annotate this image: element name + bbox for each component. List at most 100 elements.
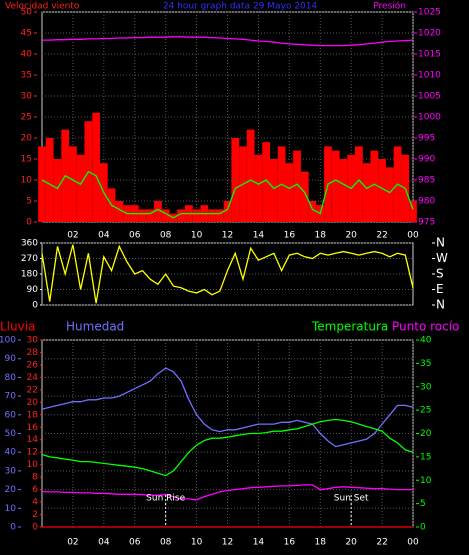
- x-tick-label: 08: [160, 538, 172, 548]
- y-tick-label: 15: [21, 155, 32, 165]
- y2-tick-label: 1005: [418, 92, 441, 102]
- y2-tick-label: 1025: [418, 8, 441, 18]
- y-tick-label: 270: [21, 254, 38, 264]
- y-tick-label: 90: [27, 285, 39, 295]
- y2-axis-label: Presión: [373, 1, 406, 12]
- series-line: [41, 418, 414, 477]
- y3-tick-label: 10: [27, 460, 39, 470]
- y3-tick-label: 0: [32, 523, 38, 533]
- x-tick-label: 22: [376, 231, 387, 241]
- y-tick-label: 25: [21, 113, 32, 123]
- y-tick-label: 50: [21, 8, 33, 18]
- wind-bar: [38, 146, 46, 222]
- y3-tick-label: 24: [27, 373, 39, 383]
- x-tick-label: 18: [315, 231, 327, 241]
- x-tick-label: 08: [160, 231, 172, 241]
- wind-bar: [293, 150, 301, 222]
- y2-tick-label: 25: [420, 406, 431, 416]
- x-tick-label: 10: [191, 538, 203, 548]
- series-line: [42, 36, 414, 47]
- x-tick-label: 04: [98, 538, 110, 548]
- y3-tick-label: 18: [27, 410, 39, 420]
- wind-bar: [192, 209, 201, 222]
- y3-tick-label: 12: [27, 448, 38, 458]
- y2-tick-label: 1020: [418, 29, 441, 39]
- y2-tick-label: 975: [418, 218, 435, 228]
- y3-tick-label: 14: [27, 435, 39, 445]
- series-line: [41, 170, 414, 219]
- y-tick-label: 5: [26, 197, 32, 207]
- x-tick-label: 18: [315, 538, 327, 548]
- y2-tick-label: 1015: [418, 50, 441, 60]
- y-tick-label: 10: [5, 504, 17, 514]
- y-tick-label: 45: [21, 29, 32, 39]
- y-tick-label: 0: [26, 218, 32, 228]
- series-line: [41, 244, 414, 304]
- y-tick-label: 60: [5, 410, 17, 420]
- wind-bar: [231, 138, 240, 222]
- wind-bar: [76, 154, 85, 222]
- y2-tick-label: 20: [420, 429, 432, 439]
- wind-bar: [208, 209, 216, 222]
- y-tick-label: 180: [21, 270, 38, 280]
- y-tick-label: 30: [21, 92, 33, 102]
- y-tick-label: 90: [5, 354, 17, 364]
- y-tick-label: 80: [5, 373, 17, 383]
- x-tick-label: 14: [253, 231, 265, 241]
- wind-bar: [270, 159, 278, 222]
- y2-tick-label: 990: [418, 155, 435, 165]
- y2-tick-label: W: [436, 251, 448, 265]
- x-tick-label: 14: [253, 538, 265, 548]
- wind-bar: [308, 201, 317, 222]
- wind-bar: [385, 167, 394, 222]
- x-tick-label: 16: [284, 538, 296, 548]
- x-tick-label: 20: [345, 538, 357, 548]
- y-tick-label: 20: [5, 485, 17, 495]
- chart-title: 24 hour graph data 29 Mayo 2014: [163, 2, 318, 12]
- x-tick-label: 06: [129, 538, 141, 548]
- y3-tick-label: 2: [32, 510, 38, 520]
- wind-bar: [161, 209, 170, 222]
- y2-tick-label: 1010: [418, 71, 441, 81]
- y2-tick-label: 995: [418, 134, 435, 144]
- y2-tick-label: 15: [420, 452, 431, 462]
- x-tick-label: 00: [407, 538, 419, 548]
- y2-tick-label: 35: [420, 359, 431, 369]
- wind-bar: [146, 209, 155, 222]
- y3-tick-label: 4: [32, 498, 38, 508]
- x-tick-label: 16: [284, 231, 296, 241]
- y-axis-label: Velocidad viento: [5, 2, 80, 12]
- wind-bar: [45, 138, 54, 222]
- wind-bar: [254, 154, 263, 222]
- wind-bar: [177, 209, 185, 222]
- x-tick-label: 12: [222, 231, 233, 241]
- wind-bar: [339, 159, 348, 222]
- annotation-label: Sun Rise: [146, 494, 185, 504]
- y-tick-label: 40: [5, 448, 17, 458]
- legend-label: Lluvia: [0, 320, 35, 334]
- y-tick-label: 40: [21, 50, 33, 60]
- y3-tick-label: 22: [27, 385, 38, 395]
- y-tick-label: 30: [5, 466, 17, 476]
- wind-bar: [370, 150, 379, 222]
- wind-bar: [378, 159, 386, 222]
- annotation-label: Sun Set: [334, 494, 369, 504]
- x-tick-label: 02: [67, 538, 78, 548]
- x-tick-label: 06: [129, 231, 141, 241]
- x-tick-label: 20: [345, 231, 357, 241]
- series-line: [41, 367, 414, 448]
- wind-bar: [262, 142, 271, 222]
- y-tick-label: 35: [21, 71, 32, 81]
- y-tick-label: 100: [0, 336, 16, 346]
- x-tick-label: 10: [191, 231, 203, 241]
- y2-tick-label: 40: [420, 336, 432, 346]
- y-tick-label: 20: [21, 134, 33, 144]
- wind-bar: [215, 209, 224, 222]
- y3-tick-label: 8: [32, 473, 38, 483]
- x-tick-label: 00: [407, 231, 419, 241]
- y2-tick-label: E: [436, 282, 444, 296]
- y3-tick-label: 30: [27, 336, 39, 346]
- wind-bar: [53, 159, 62, 222]
- x-tick-label: 12: [222, 538, 233, 548]
